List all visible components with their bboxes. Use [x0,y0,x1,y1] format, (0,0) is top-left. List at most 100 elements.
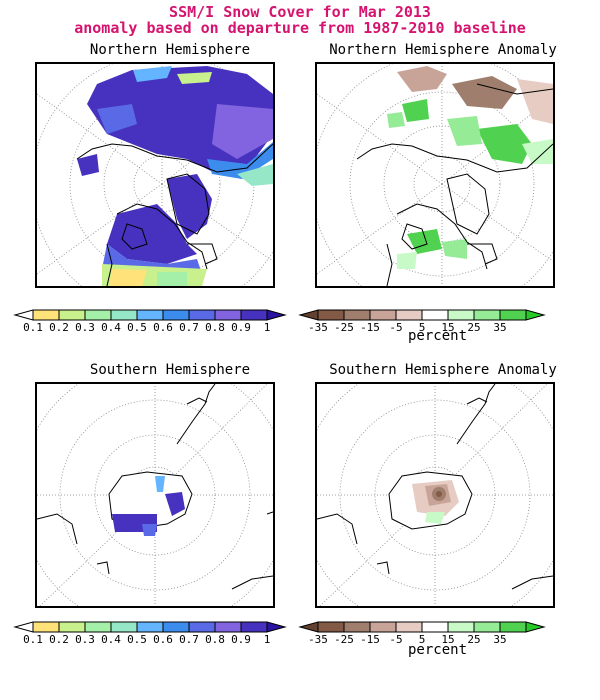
anomaly-bottom-tick-label: 5 [419,633,426,646]
percent-label-top: percent [408,328,468,344]
anomaly-top-tick-label: -15 [360,321,380,334]
cover-top-tick-label: 1 [264,321,271,334]
anomaly-bottom-swatch [317,621,345,633]
anomaly-bottom-tick-label: -35 [308,633,328,646]
anomaly-bottom-tick-label: 25 [467,633,480,646]
cover-top-tick-label: 0.3 [75,321,95,334]
cover-bottom-swatch [162,621,190,633]
cover-top-swatch [136,309,164,321]
nh-coastlines [76,143,273,286]
cover-top-swatch [110,309,138,321]
colorbar-anomaly-bottom: -35 -25 -15 -5 5 15 25 35 [298,620,580,646]
cover-top-end-high [266,309,287,321]
nha-map-graphic [317,64,553,286]
anomaly-top-end-high [525,309,546,321]
colorbar-cover-top: 0.1 0.2 0.3 0.4 0.5 0.6 0.7 0.8 0.9 1 [13,308,295,334]
cover-bottom-end-high [266,621,287,633]
cover-bottom-tick-label: 0.4 [101,633,121,646]
anomaly-bottom-swatch [369,621,397,633]
percent-label-bottom: percent [408,642,468,658]
nha-coastlines [356,83,553,286]
cover-top-tick-label: 0.6 [153,321,173,334]
colorbar-cover-bottom-graphic: 0.1 0.2 0.3 0.4 0.5 0.6 0.7 0.8 0.9 1 [13,621,287,646]
anomaly-top-end-low [298,309,319,321]
cover-bottom-swatch [188,621,216,633]
sha-coastlines [317,384,553,590]
cover-bottom-tick-label: 0.6 [153,633,173,646]
anomaly-bottom-tick-label: -25 [334,633,354,646]
anomaly-top-tick-label: 35 [493,321,506,334]
cover-bottom-swatch [240,621,268,633]
anomaly-bottom-swatch [447,621,475,633]
panel-title-nha: Northern Hemisphere Anomaly [329,42,557,58]
sha-graticule [317,384,553,606]
anomaly-top-swatch [343,309,371,321]
cover-bottom-swatch [136,621,164,633]
cover-top-swatch [240,309,268,321]
cover-bottom-swatch [32,621,60,633]
anomaly-top-tick-label: -25 [334,321,354,334]
cover-bottom-tick-label: 0.9 [231,633,251,646]
cover-top-swatch [162,309,190,321]
anomaly-top-swatch [499,309,527,321]
colorbar-anomaly-top: -35 -25 -15 -5 5 15 25 35 [298,308,580,334]
cover-top-tick-label: 0.8 [205,321,225,334]
nh-map-graphic [37,64,273,286]
anomaly-bottom-swatch [421,621,449,633]
sh-map-graphic [37,384,273,606]
anomaly-top-swatch [317,309,345,321]
anomaly-top-swatch [447,309,475,321]
anomaly-bottom-end-low [298,621,319,633]
colorbar-anomaly-bottom-graphic: -35 -25 -15 -5 5 15 25 35 [298,621,546,646]
colorbar-anomaly-top-graphic: -35 -25 -15 -5 5 15 25 35 [298,309,546,334]
anomaly-top-tick-label: 5 [419,321,426,334]
anomaly-top-tick-label: -5 [389,321,402,334]
cover-bottom-tick-label: 0.5 [127,633,147,646]
map-northern-hemisphere [35,62,275,288]
sha-anomaly-field [388,471,473,530]
nh-snow-field [77,66,273,286]
anomaly-bottom-swatch [473,621,501,633]
cover-bottom-tick-label: 0.1 [23,633,43,646]
cover-bottom-tick-label: 0.8 [205,633,225,646]
cover-top-swatch [58,309,86,321]
colorbar-cover-top-graphic: 0.1 0.2 0.3 0.4 0.5 0.6 0.7 0.8 0.9 1 [13,309,287,334]
figure-subtitle: anomaly based on departure from 1987-201… [74,19,526,37]
cover-bottom-swatch [84,621,112,633]
cover-bottom-end-low [13,621,34,633]
cover-bottom-swatch [58,621,86,633]
cover-top-swatch [214,309,242,321]
anomaly-top-swatch [473,309,501,321]
map-southern-hemisphere [35,382,275,608]
cover-top-tick-label: 0.5 [127,321,147,334]
nha-graticule [317,64,553,286]
cover-bottom-swatch [214,621,242,633]
colorbar-cover-bottom: 0.1 0.2 0.3 0.4 0.5 0.6 0.7 0.8 0.9 1 [13,620,295,646]
cover-bottom-tick-label: 0.2 [49,633,69,646]
anomaly-bottom-swatch [343,621,371,633]
anomaly-bottom-tick-label: -15 [360,633,380,646]
panel-title-sha: Southern Hemisphere Anomaly [329,362,557,378]
anomaly-top-swatch [369,309,397,321]
anomaly-top-tick-label: -35 [308,321,328,334]
anomaly-bottom-swatch [395,621,423,633]
figure-title: SSM/I Snow Cover for Mar 2013 [169,3,431,21]
map-southern-hemisphere-anomaly [315,382,555,608]
cover-top-tick-label: 0.2 [49,321,69,334]
anomaly-bottom-tick-label: -5 [389,633,402,646]
map-northern-hemisphere-anomaly [315,62,555,288]
anomaly-top-tick-label: 15 [441,321,454,334]
cover-top-tick-label: 0.1 [23,321,43,334]
cover-bottom-tick-label: 1 [264,633,271,646]
anomaly-bottom-tick-label: 35 [493,633,506,646]
cover-top-swatch [188,309,216,321]
anomaly-bottom-swatch [499,621,527,633]
anomaly-bottom-end-high [525,621,546,633]
panel-title-sh: Southern Hemisphere [89,362,251,378]
panel-title-nh: Northern Hemisphere [89,42,251,58]
cover-top-tick-label: 0.9 [231,321,251,334]
cover-top-swatch [84,309,112,321]
sh-snow-field [108,471,193,536]
cover-top-swatch [32,309,60,321]
cover-bottom-swatch [110,621,138,633]
